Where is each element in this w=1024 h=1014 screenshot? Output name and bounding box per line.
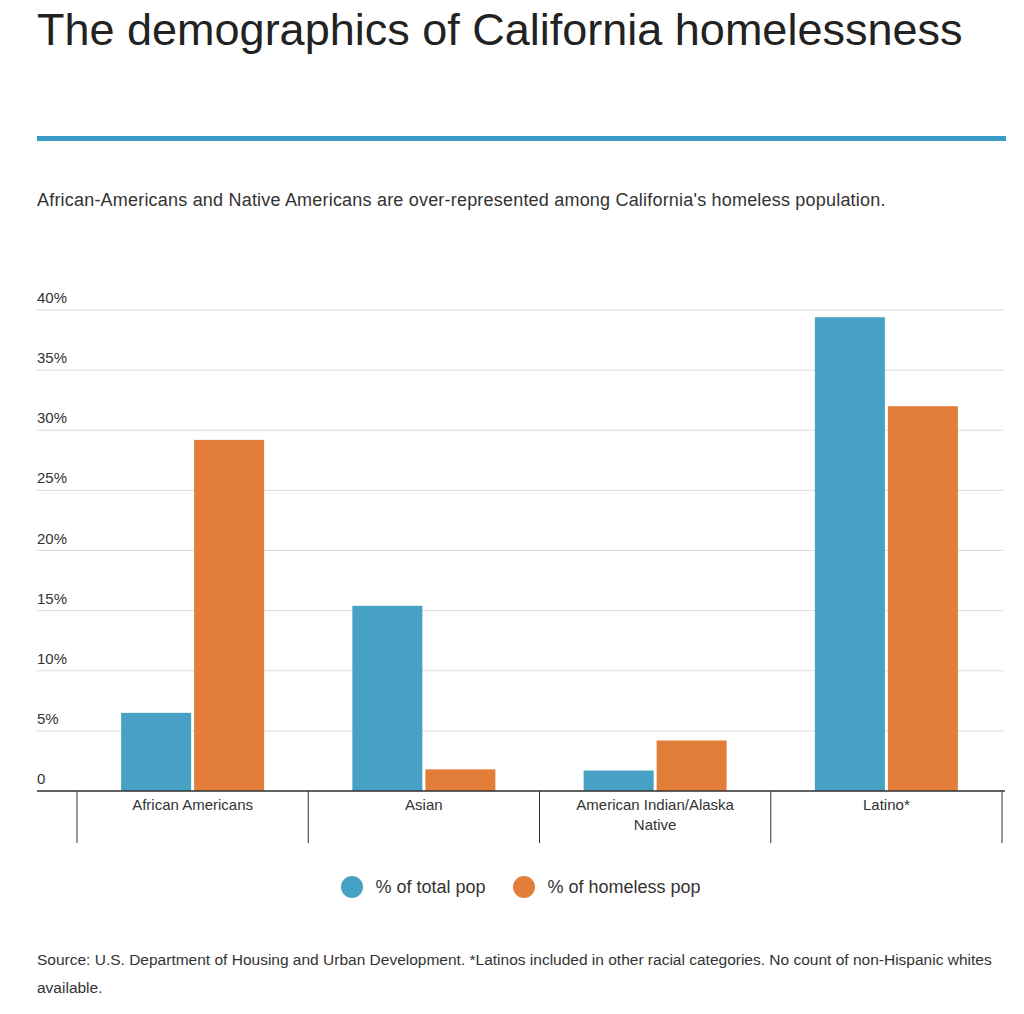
y-tick-label: 5% xyxy=(37,710,59,727)
bar xyxy=(194,440,264,791)
x-axis-line xyxy=(37,790,1005,792)
legend-label: % of homeless pop xyxy=(547,877,700,898)
y-tick-label: 0 xyxy=(37,770,45,787)
x-tick-label: American Indian/Alaska Native xyxy=(570,795,741,835)
grid-line xyxy=(37,310,1003,311)
y-tick-label: 25% xyxy=(37,469,67,486)
y-tick-label: 20% xyxy=(37,530,67,547)
bar xyxy=(352,606,422,791)
title-rule xyxy=(37,136,1006,141)
legend: % of total pop % of homeless pop xyxy=(37,876,1005,898)
y-tick-label: 35% xyxy=(37,349,67,366)
x-tick-label: Latino* xyxy=(801,795,972,815)
category-separator xyxy=(539,791,540,843)
legend-swatch xyxy=(513,876,535,898)
bar xyxy=(815,317,885,791)
category-separator xyxy=(1002,791,1003,843)
legend-swatch xyxy=(341,876,363,898)
category-separator xyxy=(770,791,771,843)
title: The demographics of California homelessn… xyxy=(37,4,997,56)
bar xyxy=(584,771,654,791)
source-note: Source: U.S. Department of Housing and U… xyxy=(37,946,1007,1002)
chart: 0 5% 10% 15% 20% 25% 30% 35% 40% xyxy=(0,0,1024,1014)
subtitle: African-Americans and Native Americans a… xyxy=(37,184,997,216)
legend-item: % of homeless pop xyxy=(513,876,700,898)
y-tick-label: 40% xyxy=(37,289,67,306)
bar xyxy=(888,406,958,791)
bar xyxy=(121,713,191,791)
legend-item: % of total pop xyxy=(341,876,485,898)
y-tick-label: 30% xyxy=(37,409,67,426)
bars xyxy=(121,317,958,791)
bar xyxy=(425,769,495,791)
x-tick-label: African Americans xyxy=(107,795,278,815)
y-tick-label: 15% xyxy=(37,590,67,607)
category-separator xyxy=(308,791,309,843)
y-tick-label: 10% xyxy=(37,650,67,667)
category-separator xyxy=(77,791,78,843)
legend-label: % of total pop xyxy=(375,877,485,898)
x-tick-label: Asian xyxy=(338,795,509,815)
bar xyxy=(657,740,727,791)
grid xyxy=(37,310,1003,791)
